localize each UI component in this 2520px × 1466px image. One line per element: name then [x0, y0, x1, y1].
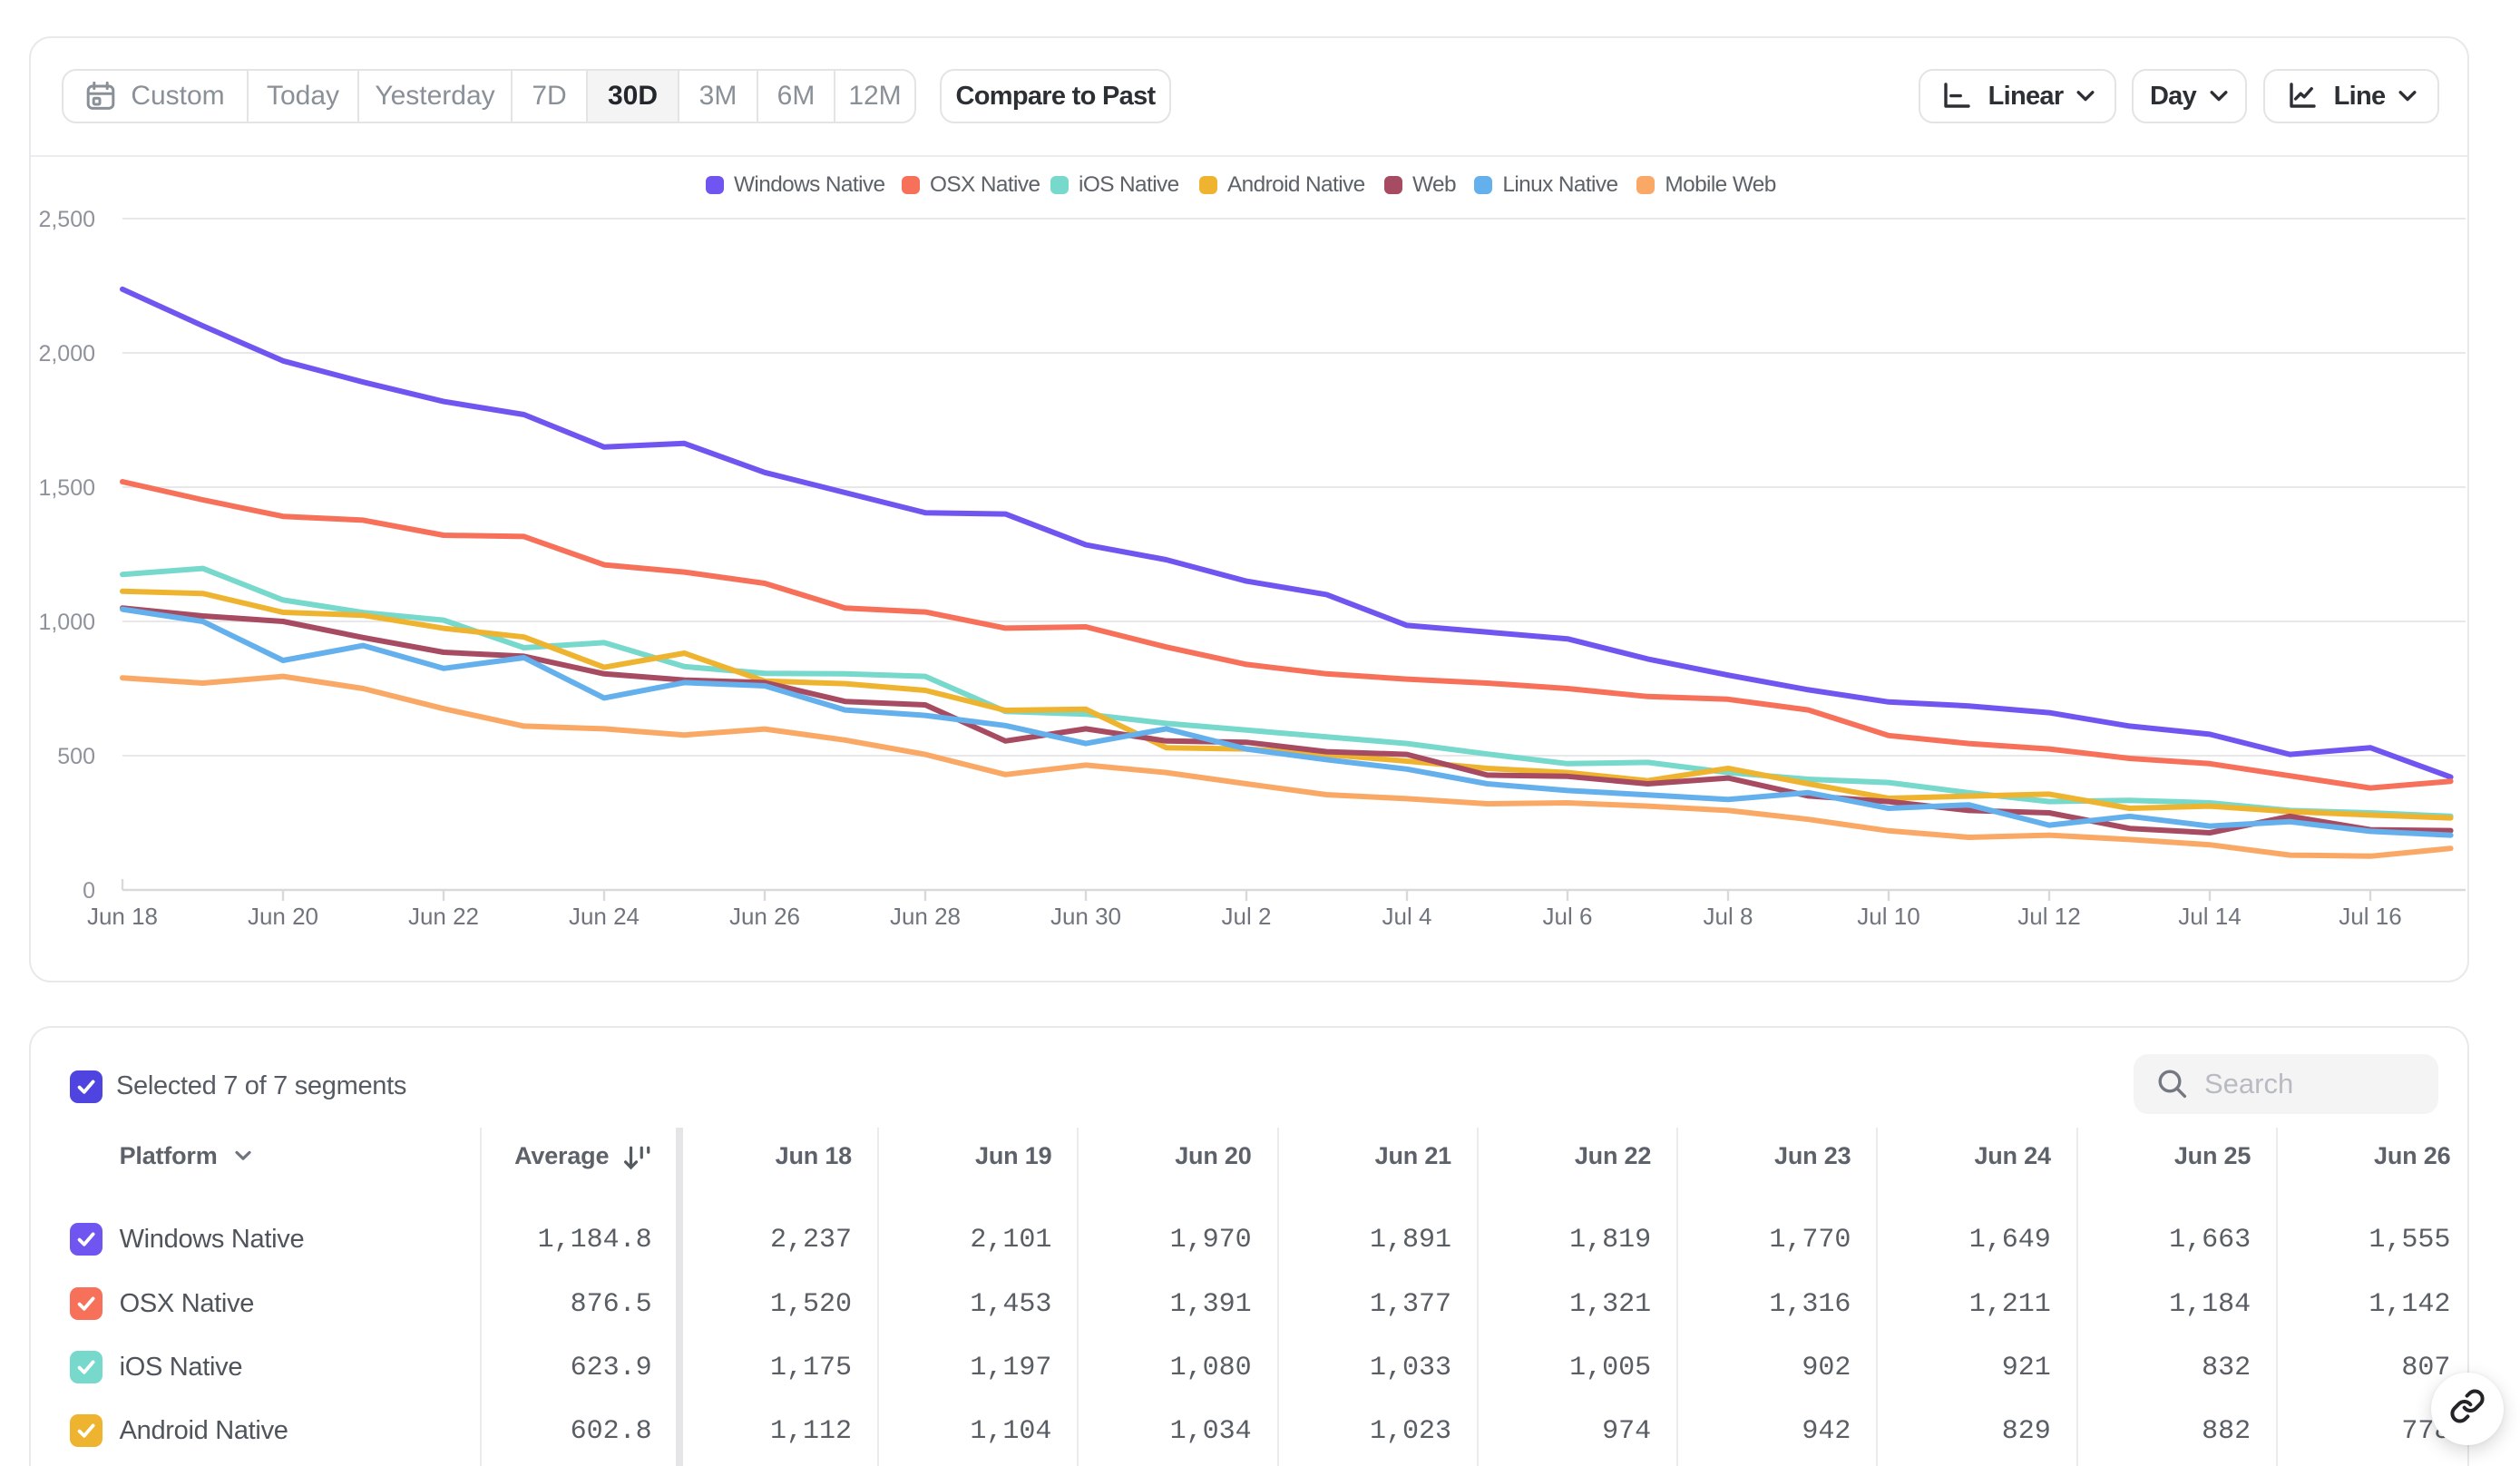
svg-text:1,000: 1,000	[38, 610, 95, 635]
svg-text:Jun 30: Jun 30	[1050, 903, 1121, 930]
svg-text:2,500: 2,500	[38, 207, 95, 232]
svg-text:Jun 22: Jun 22	[408, 903, 479, 930]
svg-text:Jun 20: Jun 20	[248, 903, 318, 930]
svg-text:500: 500	[57, 744, 95, 769]
svg-text:Jul 4: Jul 4	[1382, 903, 1432, 930]
svg-text:2,000: 2,000	[38, 341, 95, 366]
svg-text:Jul 14: Jul 14	[2178, 903, 2241, 930]
svg-text:1,500: 1,500	[38, 475, 95, 501]
svg-text:0: 0	[83, 878, 95, 904]
svg-text:Jul 12: Jul 12	[2017, 903, 2080, 930]
svg-text:Jun 24: Jun 24	[569, 903, 640, 930]
svg-text:Jul 2: Jul 2	[1222, 903, 1272, 930]
svg-text:Jul 8: Jul 8	[1704, 903, 1753, 930]
svg-text:Jul 10: Jul 10	[1857, 903, 1919, 930]
svg-text:Jun 26: Jun 26	[729, 903, 800, 930]
svg-text:Jun 18: Jun 18	[87, 903, 158, 930]
svg-text:Jul 6: Jul 6	[1543, 903, 1593, 930]
svg-text:Jul 16: Jul 16	[2339, 903, 2401, 930]
svg-text:Jun 28: Jun 28	[890, 903, 961, 930]
